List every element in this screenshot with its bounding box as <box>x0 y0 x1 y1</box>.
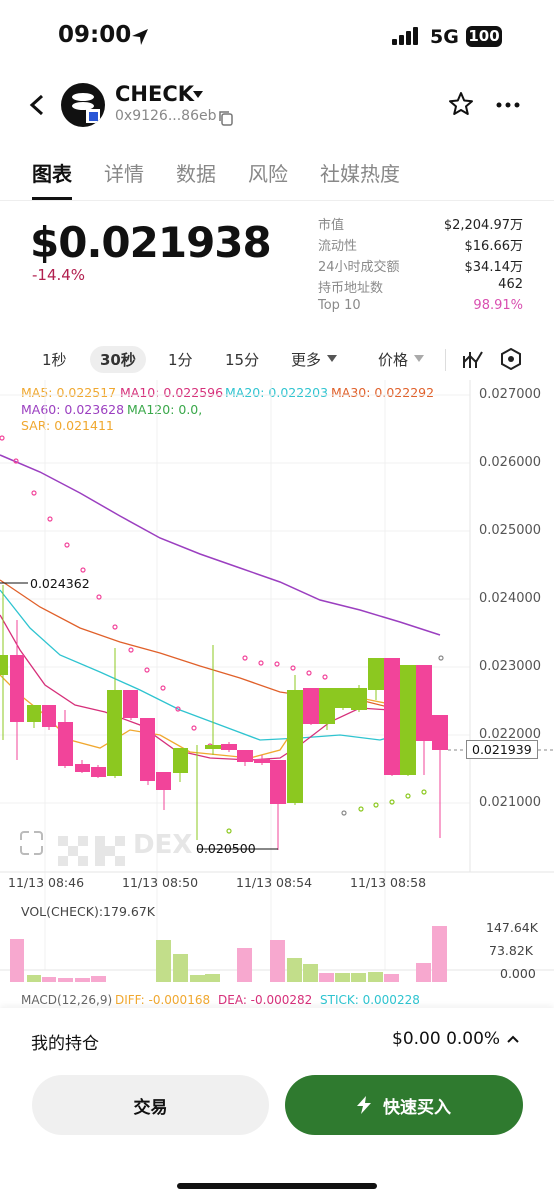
timeframe-bar: 1秒 30秒 1分 15分 更多 价格 <box>0 340 554 380</box>
y-tick: 0.022000 <box>479 727 542 742</box>
macd-label: MACD(12,26,9) <box>21 993 113 1007</box>
timeframe-more[interactable]: 更多 <box>291 351 322 369</box>
y-tick: 0.024000 <box>479 591 542 606</box>
caret-down-icon[interactable] <box>193 91 203 99</box>
price-change: -14.4% <box>32 266 86 284</box>
current-price: $0.021938 <box>30 218 272 267</box>
status-time: 09:00 <box>58 22 132 48</box>
token-logo <box>61 83 105 127</box>
ma20-line <box>0 589 441 741</box>
current-price-marker: 0.021939 <box>466 740 538 759</box>
timeframe-1m[interactable]: 1分 <box>168 351 193 369</box>
ma20-label: MA20: 0.022203 <box>225 385 329 400</box>
candles <box>0 585 448 850</box>
copy-icon[interactable] <box>218 110 234 126</box>
ma60-label: MA60: 0.023628 <box>21 402 125 417</box>
stat-value-holders: 462 <box>498 277 523 292</box>
x-tick: 11/13 08:46 <box>8 875 85 890</box>
low-marker: 0.020500 <box>196 841 256 856</box>
ma10-line <box>0 614 441 761</box>
signal-icon <box>392 27 418 45</box>
x-tick: 11/13 08:58 <box>350 875 427 890</box>
volume-label: VOL(CHECK):179.67K <box>21 904 155 919</box>
tab-data[interactable]: 数据 <box>176 162 216 186</box>
location-arrow-icon <box>132 29 148 45</box>
watermark-text: DEX <box>133 830 193 860</box>
stat-value-market-cap: $2,204.97万 <box>443 218 523 233</box>
caret-down-icon <box>327 355 337 362</box>
settings-icon[interactable] <box>500 348 522 370</box>
stat-label-market-cap: 市值 <box>318 218 345 233</box>
okx-logo <box>58 836 125 866</box>
trade-button-label: 交易 <box>133 1097 168 1118</box>
sar-label: SAR: 0.021411 <box>21 418 114 433</box>
stat-value-top10: 98.91% <box>473 298 523 313</box>
high-marker: 0.024362 <box>30 576 90 591</box>
volume-tick: 147.64K <box>486 920 538 935</box>
y-tick: 0.021000 <box>479 795 542 810</box>
status-bar: 09:00 5G 100 <box>0 0 554 75</box>
y-tick: 0.026000 <box>479 455 542 470</box>
stat-label-volume-24h: 24小时成交额 <box>318 260 400 275</box>
more-icon[interactable] <box>496 102 520 108</box>
tab-underline <box>32 197 72 200</box>
tab-chart[interactable]: 图表 <box>32 162 72 186</box>
network-type: 5G <box>430 26 459 48</box>
y-tick: 0.025000 <box>479 523 542 538</box>
ma60-line <box>0 454 441 636</box>
holdings-value[interactable]: $0.00 0.00% <box>392 1029 501 1049</box>
tab-risk[interactable]: 风险 <box>248 162 288 186</box>
macd-stick: STICK: 0.000228 <box>320 993 420 1007</box>
trade-button[interactable]: 交易 <box>32 1075 269 1135</box>
stat-value-liquidity: $16.66万 <box>464 239 524 254</box>
timeframe-30s[interactable]: 30秒 <box>90 346 146 373</box>
expand-icon <box>20 831 43 855</box>
tab-social[interactable]: 社媒热度 <box>320 162 400 186</box>
indicator-icon[interactable] <box>462 348 484 370</box>
ma10-label: MA10: 0.022596 <box>120 385 224 400</box>
lightning-icon <box>357 1096 371 1114</box>
volume-bars <box>10 926 447 982</box>
star-icon[interactable] <box>448 91 474 117</box>
token-address: 0x9126...86eb <box>115 108 217 124</box>
stat-label-holders: 持币地址数 <box>318 281 384 296</box>
home-indicator <box>177 1183 377 1189</box>
tab-details[interactable]: 详情 <box>104 162 144 186</box>
volume-tick: 0.000 <box>500 966 536 981</box>
y-tick: 0.027000 <box>479 387 542 402</box>
ma30-label: MA30: 0.022292 <box>331 385 435 400</box>
y-tick: 0.023000 <box>479 659 542 674</box>
token-name[interactable]: CHECK <box>115 82 195 106</box>
token-header: CHECK 0x9126...86eb <box>0 78 554 133</box>
ma120-label: MA120: 0.0, <box>127 402 203 417</box>
price-selector[interactable]: 价格 <box>378 351 409 369</box>
quick-buy-label: 快速买入 <box>383 1097 451 1118</box>
price-chart[interactable] <box>0 380 554 1010</box>
timeframe-1s[interactable]: 1秒 <box>42 351 67 369</box>
volume-tick: 73.82K <box>489 943 533 958</box>
caret-down-icon <box>414 355 424 362</box>
holdings-label: 我的持仓 <box>31 1034 99 1054</box>
x-tick: 11/13 08:54 <box>236 875 313 890</box>
back-icon[interactable] <box>28 94 48 116</box>
stat-value-volume-24h: $34.14万 <box>464 260 524 275</box>
tab-bar: 图表 详情 数据 风险 社媒热度 <box>0 150 554 201</box>
macd-dea: DEA: -0.000282 <box>218 993 313 1007</box>
chevron-up-icon[interactable] <box>506 1034 520 1044</box>
stat-label-top10: Top 10 <box>318 298 361 313</box>
stat-label-liquidity: 流动性 <box>318 239 358 254</box>
battery-indicator: 100 <box>466 26 502 47</box>
timeframe-15m[interactable]: 15分 <box>225 351 260 369</box>
quick-buy-button[interactable]: 快速买入 <box>285 1075 523 1135</box>
x-tick: 11/13 08:50 <box>122 875 199 890</box>
macd-diff: DIFF: -0.000168 <box>115 993 211 1007</box>
